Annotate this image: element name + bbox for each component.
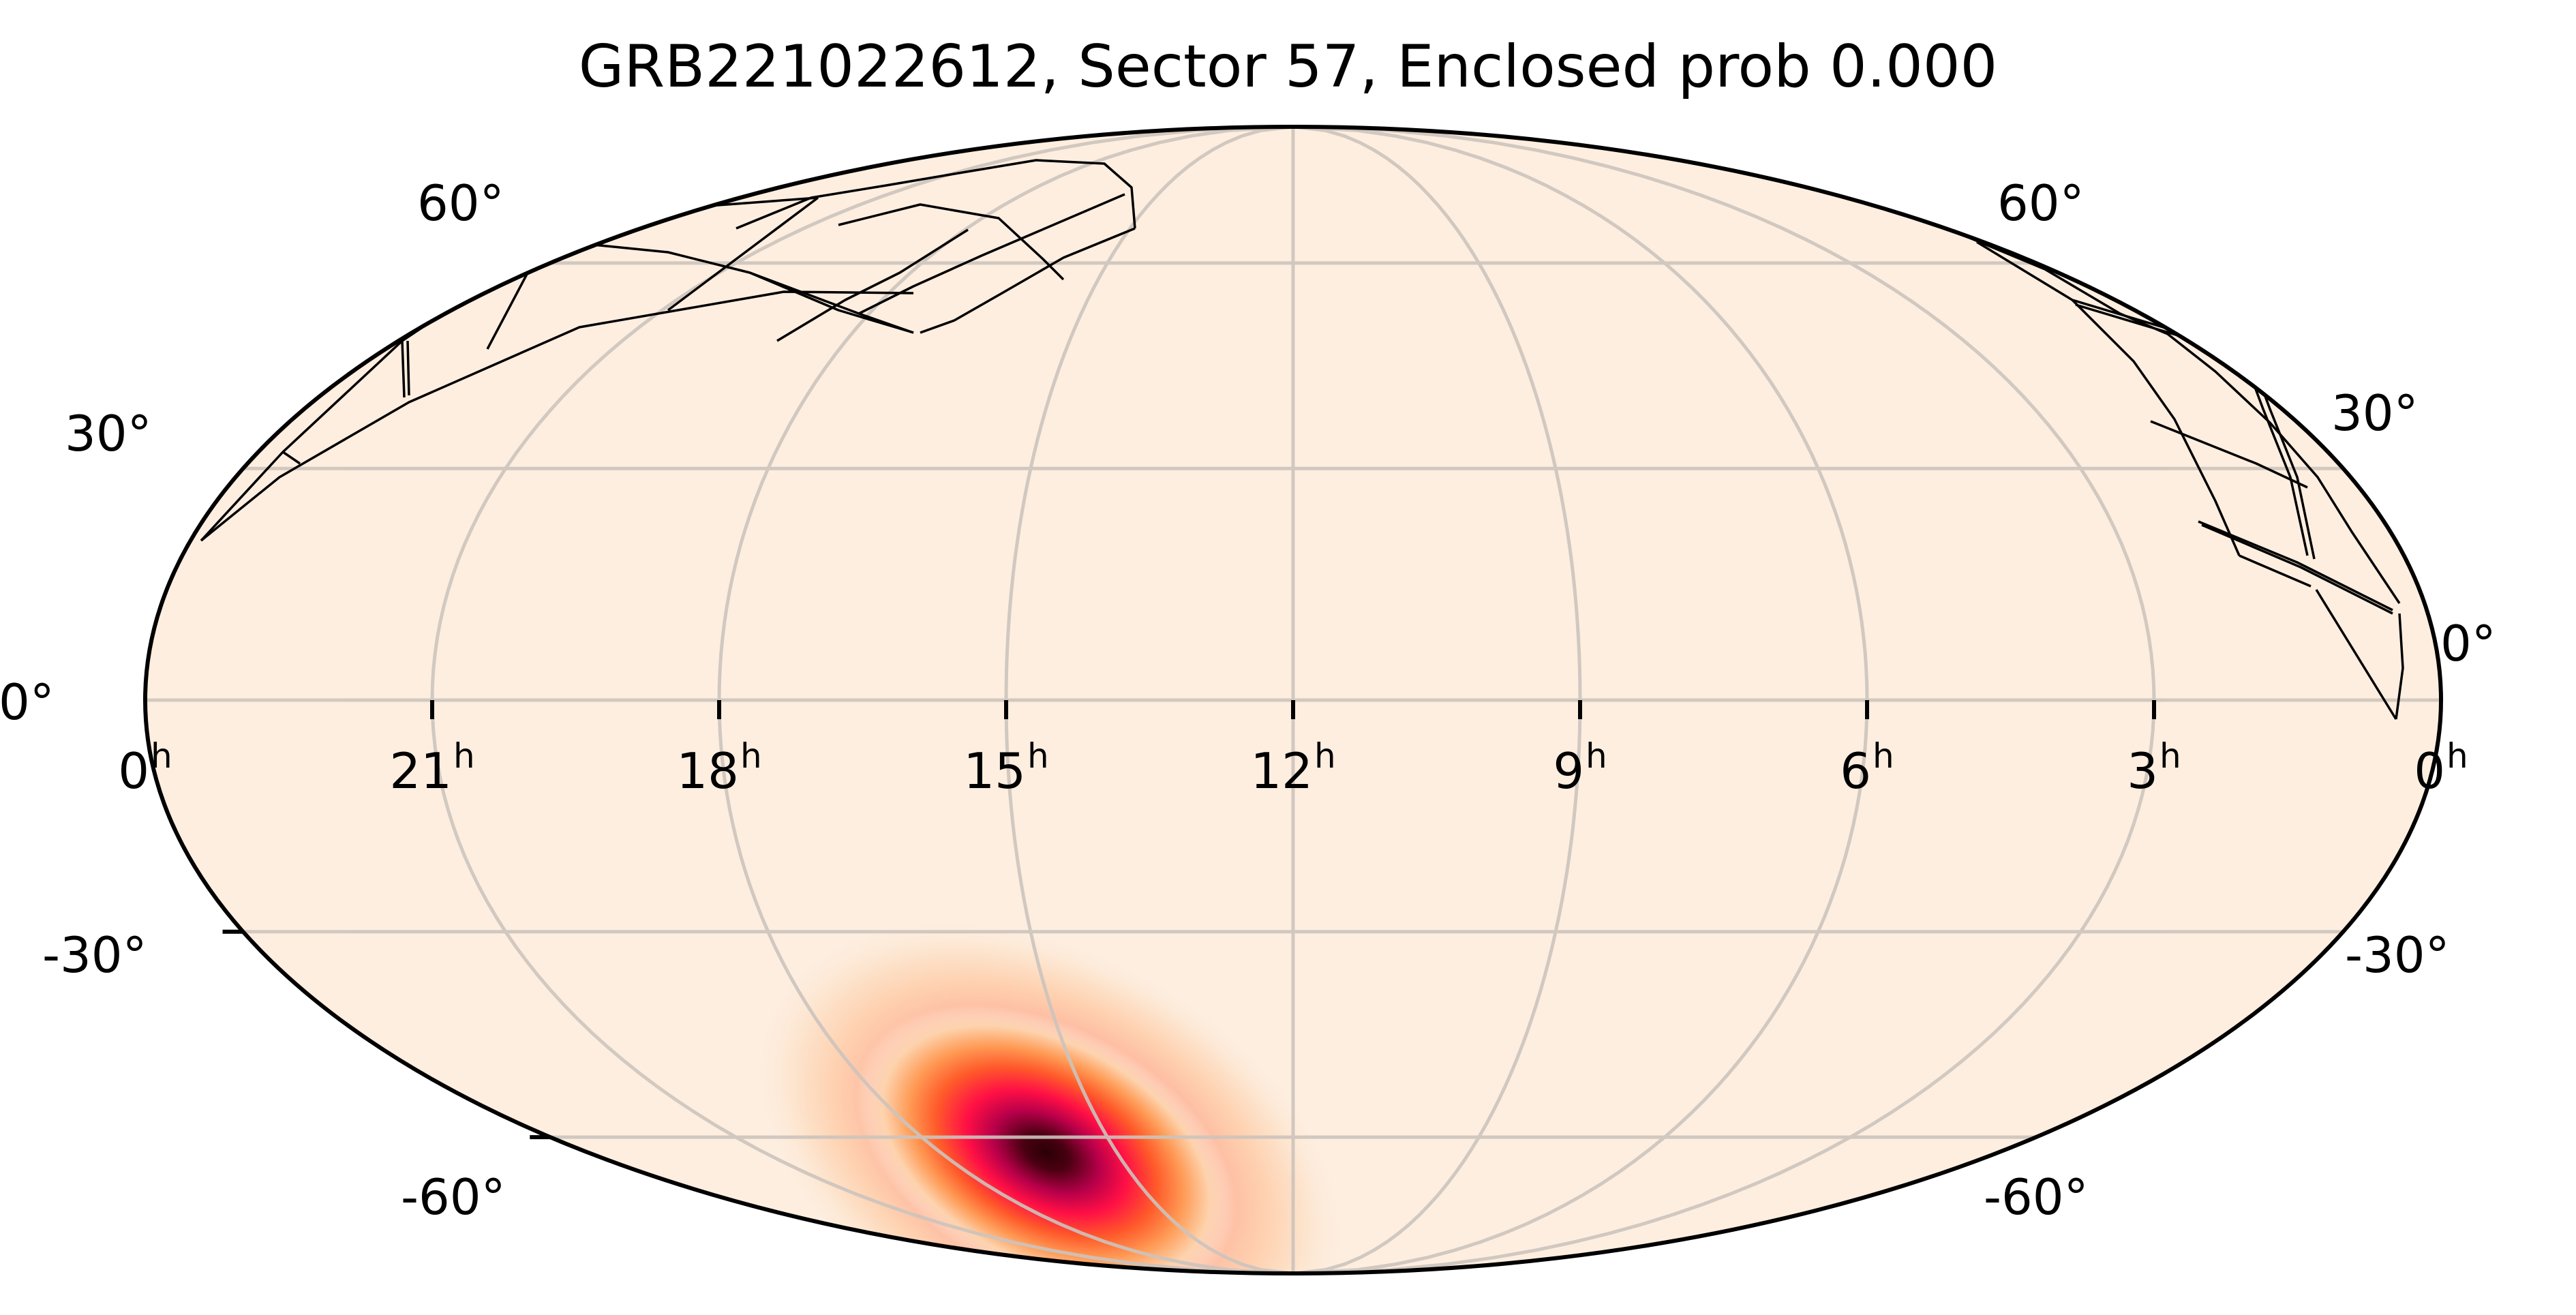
ccd-footprint-edge [1976,241,2241,556]
ra-hour-value: 3 [2127,742,2159,800]
dec-tick-label-right: 0° [2440,615,2496,672]
ccd-footprint-edge [1963,234,2401,604]
ra-tick-label: 0h [118,739,172,796]
ra-tick-label: 12h [1250,739,1335,796]
ra-hour-value: 12 [1250,742,1313,800]
ra-hour-value: 21 [389,742,452,800]
ra-tick-label: 6h [1840,739,1894,796]
ccd-footprint-edge [920,227,1136,334]
ra-hour-value: 0 [118,742,150,800]
dec-tick-label-right: 60° [1997,175,2085,232]
ccd-footprint-edge [282,451,301,465]
ra-hour-unit: h [151,736,172,776]
ra-tick-label: 15h [963,739,1048,796]
ccd-footprint-edge [858,193,1125,315]
map-boundary [143,125,2443,1275]
ccd-footprint-edge [2315,589,2397,720]
ccd-footprint-edge [401,340,406,398]
dec-tick-label-left: 60° [417,175,504,232]
axis-ticks [222,700,2156,1140]
ccd-footprint-edge [200,290,914,542]
dec-tick-label-left: 30° [65,405,152,462]
ccd-footprint-edge [2198,520,2393,611]
ra-hour-unit: h [1314,736,1336,776]
dec-tick-label-right: 30° [2331,384,2419,442]
ccd-footprint-edge [2075,303,2179,337]
dec-tick-label-right: -30° [2345,926,2450,984]
ra-tick-label: 3h [2127,739,2181,796]
ra-hour-value: 0 [2414,742,2446,800]
ra-hour-unit: h [1027,736,1049,776]
ra-hour-unit: h [1873,736,1894,776]
ra-tick-label: 18h [676,739,761,796]
ra-hour-value: 15 [963,742,1026,800]
ra-hour-unit: h [453,736,475,776]
dec-tick-label-right: -60° [1984,1168,2089,1226]
ccd-footprint-edge [776,228,969,342]
ra-tick-label: 9h [1553,739,1607,796]
ccd-footprint-edge [736,159,1136,230]
sector-footprints [200,159,2404,720]
ccd-footprint-edge [2072,299,2175,332]
ra-hour-value: 6 [1840,742,1872,800]
ra-hour-unit: h [740,736,762,776]
dec-tick-label-left: -60° [401,1168,506,1226]
ra-hour-unit: h [1586,736,1607,776]
ccd-footprint-edge [667,196,819,312]
ra-tick-label: 21h [389,739,474,796]
ra-hour-unit: h [2446,736,2468,776]
ra-hour-value: 9 [1553,742,1585,800]
chart-title: GRB221022612, Sector 57, Enclosed prob 0… [578,33,1998,101]
ra-tick-label: 0h [2414,739,2468,796]
ccd-footprint-edge [2239,554,2312,588]
ra-hour-value: 18 [676,742,739,800]
dec-tick-label-left: 0° [0,674,55,731]
ccd-footprint-edge [406,340,410,396]
ra-hour-unit: h [2160,736,2181,776]
dec-tick-label-left: -30° [42,926,147,984]
ccd-footprint-edge [749,271,914,334]
ccd-footprint-edge [2201,524,2393,615]
ccd-footprint-edge [2395,613,2404,720]
